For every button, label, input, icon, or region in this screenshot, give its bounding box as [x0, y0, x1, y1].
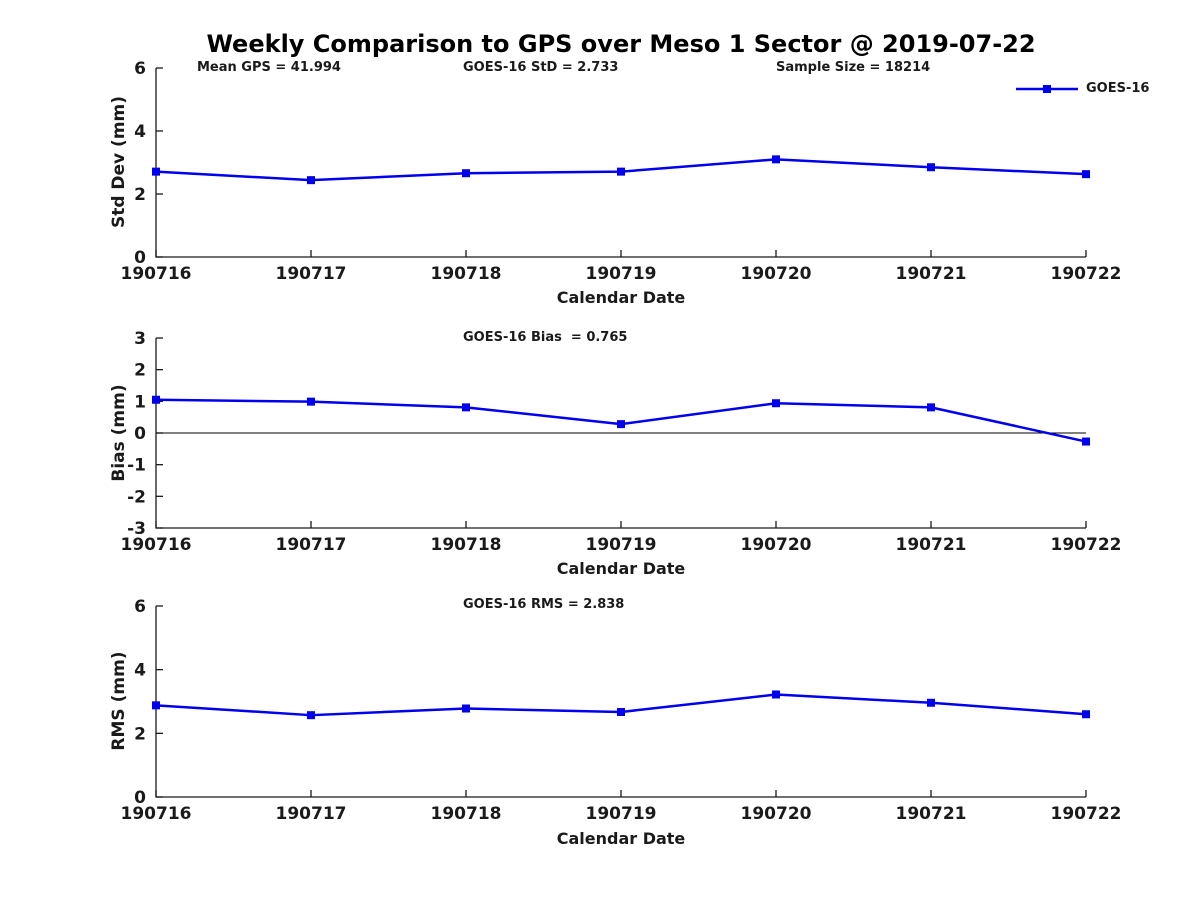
y-axis-label-std-dev: Std Dev (mm)	[109, 95, 129, 229]
bias-y-tick-label: -1	[127, 456, 146, 476]
bias-x-tick-label: 190718	[431, 535, 502, 555]
std-dev-x-tick-label: 190720	[741, 264, 812, 284]
bias-x-tick-label: 190716	[121, 535, 192, 555]
rms-x-tick-label: 190721	[896, 804, 967, 824]
rms-x-tick-label: 190722	[1051, 804, 1122, 824]
bias-x-tick-label: 190722	[1051, 535, 1122, 555]
bias-data-point-marker	[1082, 437, 1090, 446]
std-dev-data-point-marker	[927, 163, 935, 172]
legend-label: GOES-16	[1086, 81, 1150, 96]
rms-data-point-marker	[617, 708, 625, 717]
rms-x-tick-label: 190717	[276, 804, 347, 824]
x-axis-label-top: Calendar Date	[556, 288, 686, 307]
std-dev-x-tick-label: 190716	[121, 264, 192, 284]
rms-data-point-marker	[307, 711, 315, 720]
std-dev-y-tick-label: 2	[134, 185, 146, 205]
std-dev-x-tick-label: 190719	[586, 264, 657, 284]
bias-y-tick-label: -3	[127, 519, 146, 539]
bias-data-point-marker	[927, 403, 935, 412]
rms-x-tick-label: 190719	[586, 804, 657, 824]
rms-y-tick-label: 2	[134, 724, 146, 744]
bias-data-point-marker	[462, 403, 470, 412]
annotation-mean-gps: Mean GPS = 41.994	[197, 60, 341, 75]
rms-axis-spine	[155, 606, 1086, 798]
bias-y-tick-label: 0	[134, 424, 146, 444]
bias-x-tick-label: 190721	[896, 535, 967, 555]
annotation-sample-size: Sample Size = 18214	[776, 60, 931, 75]
bias-data-point-marker	[772, 399, 780, 408]
bias-data-point-marker	[307, 397, 315, 406]
bias-y-tick-label: 2	[134, 361, 146, 381]
std-dev-x-tick-label: 190718	[431, 264, 502, 284]
std-dev-x-tick-label: 190721	[896, 264, 967, 284]
rms-x-tick-label: 190720	[741, 804, 812, 824]
bias-y-tick-label: -2	[127, 487, 146, 507]
rms-y-tick-label: 4	[134, 661, 146, 681]
std-dev-data-point-marker	[307, 176, 315, 185]
bias-x-tick-label: 190717	[276, 535, 347, 555]
bias-y-tick-label: 3	[134, 329, 146, 349]
bias-y-tick-label: 1	[134, 392, 146, 412]
x-axis-label-middle: Calendar Date	[556, 559, 686, 578]
bias-data-point-marker	[152, 395, 160, 404]
std-dev-x-tick-label: 190722	[1051, 264, 1122, 284]
bias-x-tick-label: 190720	[741, 535, 812, 555]
y-axis-label-rms: RMS (mm)	[109, 651, 129, 751]
x-axis-label-bottom: Calendar Date	[556, 829, 686, 848]
std-dev-axis-spine	[155, 68, 1086, 258]
rms-x-tick-label: 190718	[431, 804, 502, 824]
std-dev-data-point-marker	[772, 155, 780, 164]
rms-data-point-marker	[462, 704, 470, 713]
rms-data-point-marker	[152, 701, 160, 710]
annotation-goes16-std: GOES-16 StD = 2.733	[463, 60, 619, 75]
std-dev-y-tick-label: 4	[134, 122, 146, 142]
rms-data-point-marker	[927, 698, 935, 707]
std-dev-data-point-marker	[152, 167, 160, 176]
y-axis-label-bias: Bias (mm)	[109, 384, 129, 482]
rms-data-point-marker	[1082, 710, 1090, 719]
std-dev-y-tick-label: 6	[134, 59, 146, 79]
rms-y-tick-label: 0	[134, 788, 146, 808]
rms-y-tick-label: 6	[134, 597, 146, 617]
bias-x-tick-label: 190719	[586, 535, 657, 555]
std-dev-data-point-marker	[617, 167, 625, 176]
std-dev-y-tick-label: 0	[134, 248, 146, 268]
legend-marker-icon	[1043, 85, 1051, 93]
figure-title: Weekly Comparison to GPS over Meso 1 Sec…	[206, 30, 1036, 58]
bias-data-point-marker	[617, 420, 625, 429]
rms-data-point-marker	[772, 690, 780, 699]
rms-x-tick-label: 190716	[121, 804, 192, 824]
annotation-goes16-rms: GOES-16 RMS = 2.838	[463, 597, 625, 612]
std-dev-x-tick-label: 190717	[276, 264, 347, 284]
annotation-goes16-bias: GOES-16 Bias = 0.765	[463, 330, 628, 345]
std-dev-data-point-marker	[1082, 170, 1090, 179]
std-dev-data-point-marker	[462, 169, 470, 178]
